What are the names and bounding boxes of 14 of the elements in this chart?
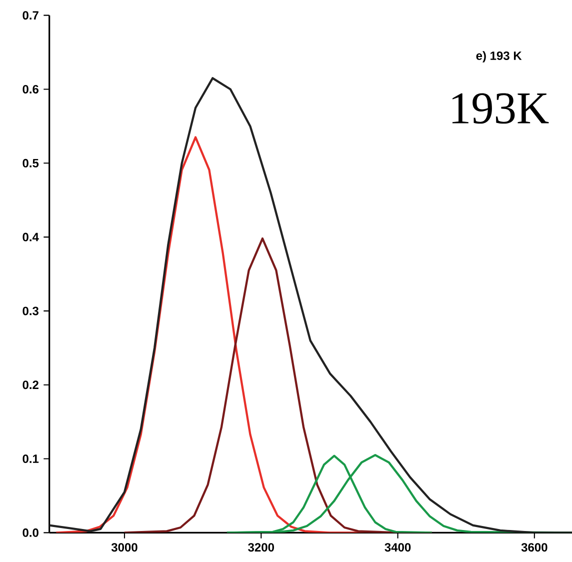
- y-tick-label: 0.5: [22, 158, 39, 168]
- y-tick-label: 0.6: [22, 84, 38, 94]
- y-tick-label: 0.7: [22, 11, 38, 20]
- y-tick-label: 0.4: [22, 232, 39, 242]
- annotation: e) 193 K: [476, 51, 522, 62]
- x-tick-label: 3600: [521, 543, 548, 552]
- y-tick-label: 0.0: [22, 528, 38, 537]
- annotation: 193K: [452, 93, 549, 124]
- y-tick-label: 0.1: [22, 454, 39, 464]
- y-tick-label: 0.2: [22, 380, 38, 390]
- x-tick-label: 3200: [248, 543, 274, 552]
- x-tick-label: 3400: [384, 543, 411, 552]
- y-tick-label: 0.3: [22, 306, 38, 316]
- x-tick-label: 3000: [111, 543, 138, 552]
